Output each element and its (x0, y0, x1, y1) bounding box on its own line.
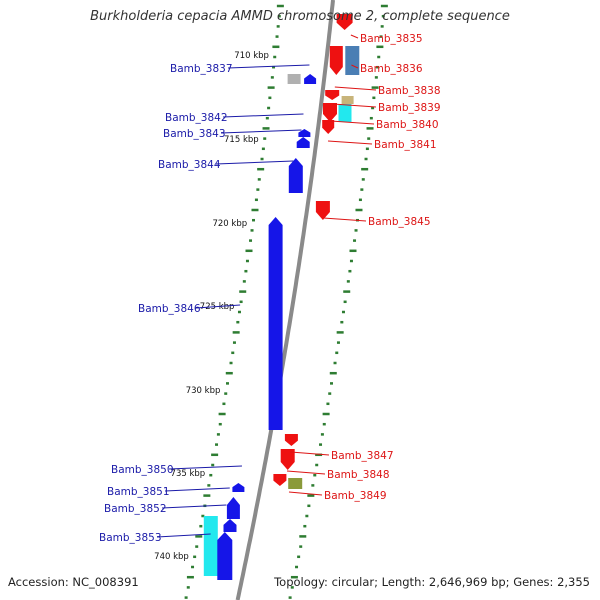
Bamb_3849-glyph (288, 478, 303, 489)
scale-label: 710 kbp (234, 51, 269, 61)
gene-label: Bamb_3841 (374, 139, 437, 151)
label-leader-line (330, 120, 375, 125)
Bamb_3841-glyph (322, 120, 335, 134)
scale-label: 735 kbp (171, 469, 206, 479)
Bamb_3836-glyph (329, 46, 343, 75)
gene-label: Bamb_3839 (378, 102, 441, 114)
Bamb_3846-glyph (268, 217, 283, 430)
label-leader-line (161, 504, 227, 509)
gene-label: Bamb_3850 (111, 464, 174, 476)
Bamb_3853-glyph (217, 532, 233, 580)
topology-text: Topology: circular; Length: 2,646,969 bp… (274, 575, 590, 589)
label-leader-line (323, 217, 367, 222)
Bamb_3845-glyph (315, 201, 330, 220)
label-leader-line (332, 103, 377, 108)
gene-label: Bamb_3847 (331, 450, 394, 462)
gene-label: Bamb_3849 (324, 490, 387, 502)
Bamb_3836-glyph (345, 46, 360, 75)
Bamb_3853-glyph (203, 516, 218, 576)
gene-label: Bamb_3837 (170, 63, 233, 75)
scale-label: 715 kbp (224, 135, 259, 145)
gene-label: Bamb_3845 (368, 216, 431, 228)
gene-label: Bamb_3838 (378, 85, 441, 97)
label-leader-line (351, 64, 359, 69)
label-leader-line (168, 465, 242, 470)
accession-text: Accession: NC_008391 (8, 575, 139, 589)
gene-label: Bamb_3848 (327, 469, 390, 481)
Bamb_3839-glyph (338, 104, 352, 122)
chromosome-backbone (235, 0, 335, 600)
Bamb_3851-glyph (226, 497, 240, 519)
Bamb_3840-glyph (323, 103, 337, 122)
tick-marks (184, 4, 388, 599)
Bamb_3850-glyph (232, 483, 245, 492)
label-leader-line (286, 470, 326, 475)
Bamb_3852-glyph (223, 519, 237, 532)
gene-label: Bamb_3840 (376, 119, 439, 131)
label-leader-line (220, 129, 302, 134)
Bamb_3839-glyph (341, 96, 354, 104)
label-leader-line (222, 113, 304, 118)
gene-label: Bamb_3852 (104, 503, 167, 515)
gene-label: Bamb_3836 (360, 63, 423, 75)
Bamb_3843-glyph (296, 137, 310, 148)
backbone-line (235, 0, 335, 600)
label-leader-line (288, 491, 323, 496)
label-leader-line (290, 451, 330, 456)
gene-label: Bamb_3842 (165, 112, 228, 124)
Bamb_3842-glyph (298, 129, 311, 137)
label-leader-line (227, 64, 310, 69)
Bamb_3838-glyph (325, 90, 340, 100)
Bamb_3847-glyph (284, 434, 298, 446)
gene-label: Bamb_3835 (360, 33, 423, 45)
label-leader-line (334, 86, 377, 91)
label-leader-line (215, 160, 294, 165)
gene-label: Bamb_3844 (158, 159, 221, 171)
Bamb_3848-glyph (280, 449, 295, 470)
Bamb_3844-glyph (288, 158, 303, 193)
label-leader-line (195, 304, 241, 309)
Bamb_3837-glyph (287, 74, 301, 84)
map-title: Burkholderia cepacia AMMD chromosome 2, … (90, 9, 510, 24)
Bamb_3835-glyph (336, 14, 353, 30)
label-leader-line (327, 140, 373, 145)
gene-label: Bamb_3853 (99, 532, 162, 544)
gene-label: Bamb_3843 (163, 128, 226, 140)
gene-labels: Bamb_3835 Bamb_3836 Bamb_3837 Bamb_3838 Bamb… (99, 33, 441, 544)
scale-label: 730 kbp (186, 386, 221, 396)
label-leader-line (156, 533, 211, 538)
scale-label: 740 kbp (154, 552, 189, 562)
gene-features (203, 14, 360, 580)
Bamb_3849-glyph (273, 474, 287, 486)
label-leader-line (350, 34, 359, 39)
Bamb_3837-glyph (304, 74, 317, 84)
scale-label: 720 kbp (212, 219, 247, 229)
gene-label: Bamb_3846 (138, 303, 201, 315)
gene-label: Bamb_3851 (107, 486, 170, 498)
label-leader-line (164, 487, 230, 492)
